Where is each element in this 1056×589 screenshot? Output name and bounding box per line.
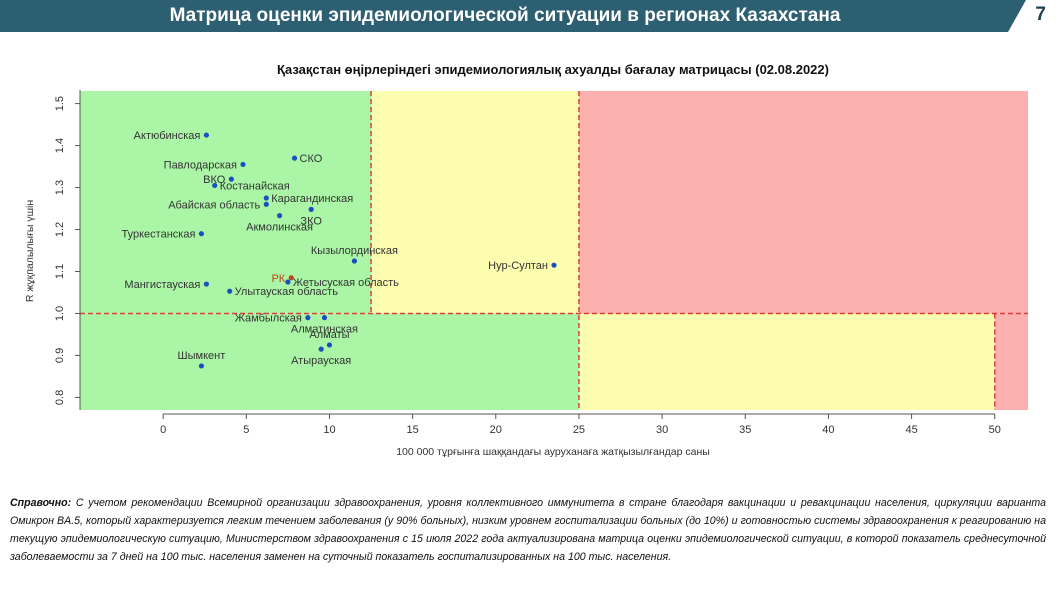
data-point-label: ЗКО xyxy=(300,215,322,227)
zone-red-bottom xyxy=(994,313,1028,410)
zone-yellow-top xyxy=(371,91,579,314)
data-point-label: ВКО xyxy=(203,174,226,186)
y-tick-label: 0.8 xyxy=(54,390,66,405)
data-point xyxy=(212,182,218,189)
chart-title: Қазақстан өңірлеріндегі эпидемиологиялық… xyxy=(277,62,829,77)
y-tick-label: 1.0 xyxy=(54,306,66,321)
data-point xyxy=(228,176,234,182)
data-point-label: Жетысуская область xyxy=(293,277,399,289)
data-point xyxy=(203,281,209,287)
x-tick-label: 35 xyxy=(739,424,751,436)
data-point xyxy=(227,288,233,294)
data-point-label: Улытауская область xyxy=(235,286,339,298)
data-point-label: Павлодарская xyxy=(164,159,237,171)
x-tick-label: 50 xyxy=(989,424,1001,436)
data-point xyxy=(326,342,333,348)
data-point xyxy=(263,195,269,201)
data-point-label: Кызылординская xyxy=(311,245,398,257)
y-tick-label: 1.4 xyxy=(54,138,66,153)
data-point-label: Мангистауская xyxy=(124,279,200,291)
data-point-label: Алматы xyxy=(309,329,349,341)
y-tick-label: 0.9 xyxy=(54,348,66,363)
x-tick-label: 10 xyxy=(323,424,335,436)
y-tick-label: 1.3 xyxy=(54,180,66,195)
x-tick-label: 5 xyxy=(243,424,249,436)
data-point xyxy=(308,206,314,212)
zone-green-top xyxy=(80,91,372,314)
zone-red-top xyxy=(578,91,1028,314)
data-point xyxy=(291,155,298,161)
data-point xyxy=(263,201,269,207)
data-point-label: Шымкент xyxy=(178,350,226,362)
x-tick-label: 40 xyxy=(822,424,834,436)
reference-note: Справочно: С учетом рекомендации Всемирн… xyxy=(10,494,1046,566)
x-tick-label: 20 xyxy=(490,424,502,436)
data-point xyxy=(198,231,205,237)
x-tick-label: 30 xyxy=(656,424,668,436)
page-number-badge: 7 xyxy=(1008,0,1056,32)
y-tick-label: 1.5 xyxy=(54,96,66,111)
note-lead: Справочно: xyxy=(10,497,72,509)
y-tick-label: 1.1 xyxy=(54,264,66,279)
page-number: 7 xyxy=(1035,4,1046,25)
x-axis-label: 100 000 тұрғынға шаққандағы ауруханаға ж… xyxy=(396,446,710,458)
data-point xyxy=(351,258,358,264)
x-tick-label: 25 xyxy=(573,424,585,436)
data-point-label: Абайская область xyxy=(168,199,260,211)
data-point-label: Акмолинская xyxy=(246,222,313,234)
data-point xyxy=(321,315,328,321)
data-point-label: Костанайская xyxy=(220,180,290,192)
data-point xyxy=(285,279,291,285)
data-point xyxy=(305,315,311,321)
zone-yellow-bottom xyxy=(578,313,995,410)
data-point xyxy=(288,275,294,281)
data-point-label: Алматинская xyxy=(291,324,358,336)
data-point xyxy=(198,363,205,369)
data-point xyxy=(276,213,283,219)
header-bar: Матрица оценки эпидемиологической ситуац… xyxy=(0,0,1056,32)
y-axis-label: R жұқпалылығы үшін xyxy=(24,200,36,303)
data-point xyxy=(240,161,246,168)
data-point-label: Карагандинская xyxy=(271,193,353,205)
data-point xyxy=(203,132,209,138)
x-tick-label: 45 xyxy=(905,424,917,436)
data-point-label: Атырауская xyxy=(291,355,351,367)
y-tick-label: 1.2 xyxy=(54,222,66,237)
x-tick-label: 15 xyxy=(407,424,419,436)
data-point-label: Нур-Султан xyxy=(488,260,548,272)
note-text: С учетом рекомендации Всемирной организа… xyxy=(10,497,1046,563)
data-point-label: Актюбинская xyxy=(134,130,201,142)
scatter-chart: 0.8 0.9 1.0 1.1 1.2 1.3 1.4 1.5 0 5 10 15 20 25 30 35 40… xyxy=(24,90,1028,458)
data-point-label: Жамбылская xyxy=(235,313,302,325)
zone-green-bottom xyxy=(80,313,579,410)
data-point-label: СКО xyxy=(300,153,323,165)
data-point-label: Туркестанская xyxy=(122,229,196,241)
data-point xyxy=(551,262,557,268)
data-point-label: РК xyxy=(271,273,285,285)
page-title: Матрица оценки эпидемиологической ситуац… xyxy=(169,5,841,26)
data-point xyxy=(318,346,324,352)
x-tick-label: 0 xyxy=(160,424,166,436)
